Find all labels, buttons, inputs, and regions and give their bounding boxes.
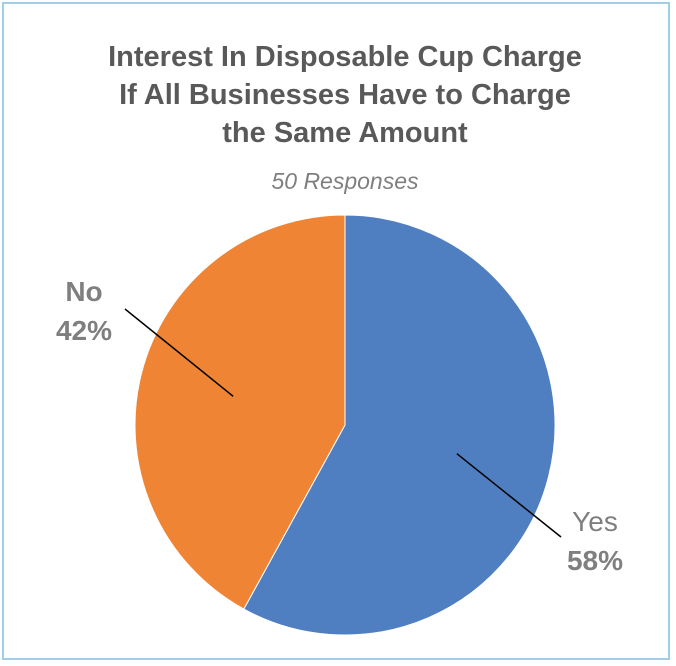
- slice-label-no-name: No: [65, 276, 102, 307]
- chart-subtitle: 50 Responses: [271, 168, 419, 194]
- pie-slice-yes: [243, 214, 556, 636]
- chart-title-line-1: Interest In Disposable Cup Charge: [108, 41, 582, 73]
- pie-slice-no: [134, 214, 346, 610]
- leader-line-no: [124, 308, 234, 397]
- slice-label-yes-name: Yes: [572, 506, 618, 537]
- chart-title-line-2: If All Businesses Have to Charge: [119, 79, 571, 111]
- slice-label-yes-percent: 58%: [567, 545, 623, 576]
- leader-lines: [124, 308, 562, 538]
- chart-title-line-3: the Same Amount: [222, 117, 468, 149]
- pie-slices: [134, 214, 556, 636]
- slice-label-no-percent: 42%: [56, 315, 112, 346]
- leader-line-yes: [456, 453, 562, 538]
